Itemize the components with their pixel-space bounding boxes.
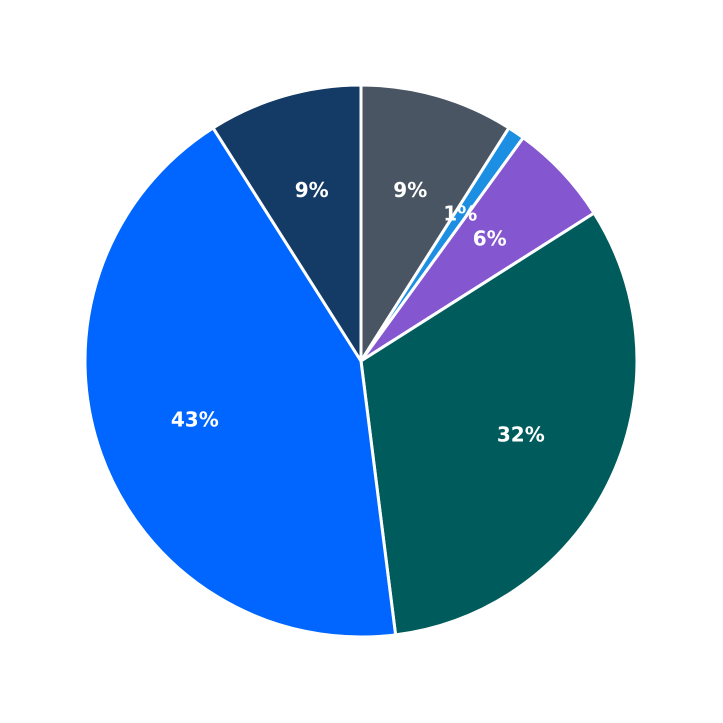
pie-slice — [359, 83, 511, 367]
slice-label: 43% — [171, 407, 219, 431]
slice-label: 32% — [497, 423, 545, 447]
slice-label: 6% — [473, 227, 507, 251]
pie-slice — [83, 125, 398, 639]
slice-label: 9% — [295, 178, 329, 202]
slice-label: 9% — [393, 178, 427, 202]
pie-slice — [211, 83, 363, 367]
slice-label: 1% — [443, 201, 477, 225]
pie-slice — [359, 211, 639, 637]
